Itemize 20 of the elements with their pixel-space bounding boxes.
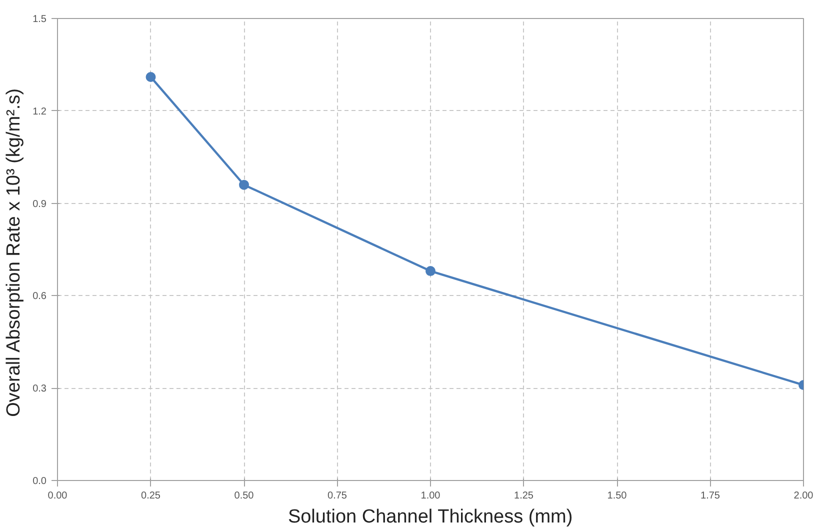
- point: [239, 180, 249, 190]
- x-tick-label: 1.25: [514, 490, 534, 502]
- y-tick-label: 0.6: [32, 291, 47, 302]
- x-tick-label: 1.00: [420, 490, 441, 502]
- y-axis-title: Overall Absorption Rate x 10³ (kg/m².s): [4, 88, 25, 417]
- x-axis-title: Solution Channel Thickness (mm): [288, 506, 573, 528]
- x-tick-label: 0.75: [328, 490, 348, 502]
- x-tick-label: 0.00: [48, 490, 68, 502]
- x-tick-label: 0.25: [141, 490, 161, 502]
- x-tick-label: 1.50: [607, 490, 628, 502]
- x-tick-label: 2.00: [794, 490, 814, 502]
- y-tick-label: 0.0: [32, 476, 47, 487]
- point: [426, 266, 436, 276]
- y-tick-label: 1.2: [32, 106, 47, 118]
- point: [146, 72, 156, 82]
- y-tick-label: 1.5: [32, 14, 47, 25]
- x-tick-label: 1.75: [700, 490, 720, 502]
- y-tick-label: 0.9: [32, 198, 47, 210]
- x-tick-label: 0.50: [234, 490, 254, 502]
- y-tick-label: 0.3: [32, 384, 47, 395]
